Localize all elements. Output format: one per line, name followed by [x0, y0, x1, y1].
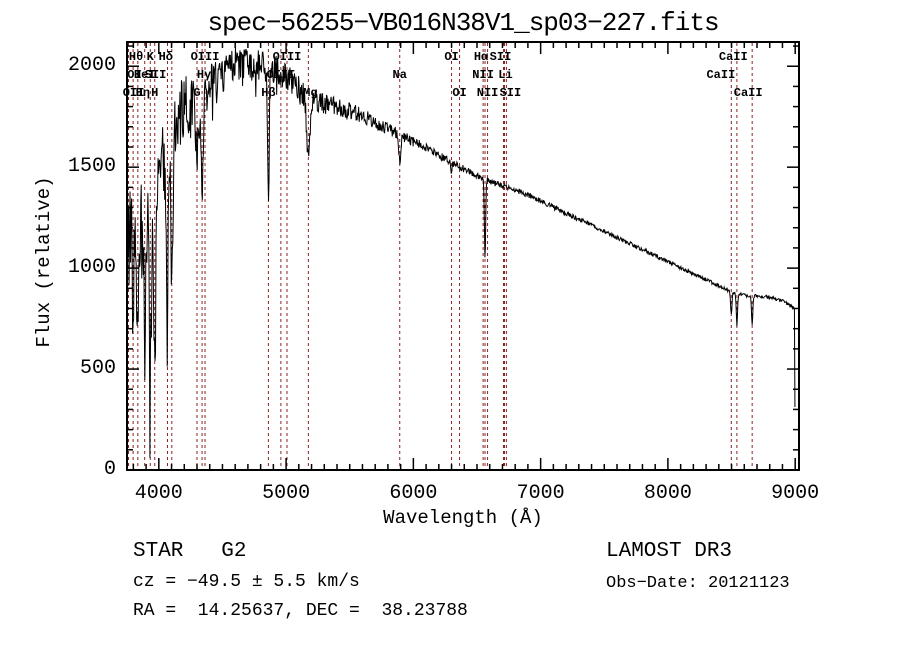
spectral-line-label-SII: SII [489, 50, 512, 64]
spectral-line-label-SII: SII [144, 68, 167, 82]
spectral-line-label-OII: OII [122, 86, 145, 100]
spectral-line-label-Hθ: Hθ [128, 50, 144, 64]
spectral-line-label-CaII: CaII [718, 50, 748, 64]
annotation-cz-velocity: cz = −49.5 ± 5.5 km/s [133, 572, 360, 592]
x-tick-label: 9000 [771, 482, 820, 505]
x-axis-title: Wavelength (Å) [383, 507, 543, 529]
y-tick-label: 1500 [67, 155, 116, 179]
x-tick-label: 8000 [643, 482, 692, 505]
spectral-line-label-Li: Li [498, 68, 513, 82]
spectral-line-label-G: G [193, 86, 201, 100]
x-tick-label: 4000 [134, 482, 183, 505]
spectral-line-label-OI: OI [444, 50, 459, 64]
spectral-line-label-Hγ: Hγ [196, 68, 212, 82]
spectral-line-label-K: K [146, 50, 154, 64]
plot-frame [126, 41, 800, 471]
spectral-line-label-Mg: Mg [303, 86, 318, 100]
spectral-line-label-OIII: OIII [266, 68, 296, 82]
plot-title: spec−56255−VB016N38V1_sp03−227.fits [207, 8, 719, 38]
annotation-obs-date: Obs−Date: 20121123 [606, 574, 790, 593]
y-tick-label: 2000 [67, 54, 116, 78]
annotation-ra-dec: RA = 14.25637, DEC = 38.23788 [133, 601, 468, 621]
spectral-line-label-SII: SII [499, 86, 522, 100]
spectral-line-label-Hδ: Hδ [158, 50, 173, 64]
annotation-survey: LAMOST DR3 [606, 540, 733, 563]
spectral-line-label-H: H [151, 86, 159, 100]
y-axis-title: Flux (relative) [33, 176, 55, 348]
spectral-line-label-Hβ: Hβ [261, 86, 276, 100]
spectral-line-label-HeI: HeI [133, 68, 156, 82]
spectral-line-label-Hη: Hη [135, 86, 151, 100]
x-tick-label: 6000 [389, 482, 438, 505]
spectral-line-label-OIII: OIII [272, 50, 302, 64]
x-tick-label: 7000 [516, 482, 565, 505]
spectral-line-label-CaII: CaII [733, 86, 763, 100]
spectral-line-label-Hα: Hα [473, 50, 489, 64]
y-tick-label: 1000 [67, 256, 116, 280]
spectral-line-label-NII: NII [476, 86, 499, 100]
spectrum-line [126, 47, 796, 471]
spectral-line-label-NII: NII [472, 68, 494, 82]
spectral-line-label-CaII: CaII [706, 68, 736, 82]
spectral-line-label-OI: OI [452, 86, 467, 100]
y-tick-label: 0 [103, 458, 116, 481]
spectral-line-label-OIII: OIII [190, 50, 220, 64]
spectral-line-label-Na: Na [392, 68, 407, 82]
spectral-line-label-OI: OI [127, 68, 142, 82]
x-tick-label: 5000 [262, 482, 311, 505]
y-tick-label: 500 [79, 357, 116, 381]
annotation-object-class: STAR G2 [133, 540, 247, 563]
